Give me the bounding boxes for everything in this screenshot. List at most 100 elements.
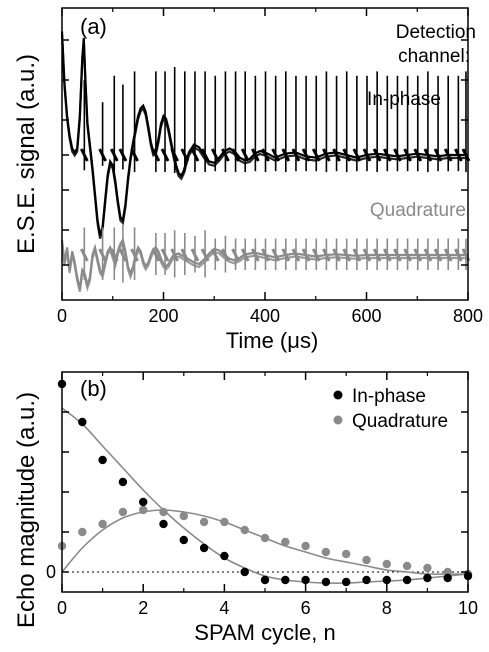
spike-ringing-quadrature <box>190 248 200 262</box>
data-point-quadrature <box>159 507 168 517</box>
detection-label: Detection <box>396 22 476 43</box>
data-point-quadrature <box>443 567 452 577</box>
spike-ringing-quadrature <box>352 248 362 262</box>
data-point-quadrature <box>321 547 331 557</box>
spike-ringing-quadrature <box>332 248 341 262</box>
spike-ringing-quadrature <box>151 248 161 262</box>
spike-ringing-quadrature <box>170 248 180 262</box>
spike-ringing-in-phase <box>454 148 463 162</box>
spike-ringing-in-phase <box>403 148 412 162</box>
spike-ringing-quadrature <box>130 248 139 262</box>
data-point-quadrature <box>402 561 412 571</box>
panel-b-y-axis-label: Echo magnitude (a.u.) <box>13 392 40 628</box>
x-tick-label: 10 <box>458 598 478 618</box>
x-tick-label: 0 <box>57 306 67 326</box>
spike-ringing-in-phase <box>322 148 331 162</box>
spike-ringing-quadrature <box>311 248 321 262</box>
data-point-in-phase <box>98 455 107 465</box>
spike-ringing-in-phase <box>210 148 220 162</box>
spike-ringing-in-phase <box>240 148 250 162</box>
spike-ringing-quadrature <box>221 248 230 262</box>
panel-a: 0 200 400 600 800 (a) Detection channel: In-… <box>13 7 483 353</box>
spike-ringing-in-phase <box>352 148 362 162</box>
spike-ringing-in-phase <box>79 148 89 162</box>
data-point-in-phase <box>260 575 270 585</box>
spike-ringing-in-phase <box>393 148 402 162</box>
x-tick-label: 600 <box>351 306 381 326</box>
spike-ringing-in-phase <box>190 148 200 162</box>
spike-ringing-quadrature <box>271 248 280 262</box>
x-tick-label: 200 <box>148 306 178 326</box>
spike-ringing-quadrature <box>200 248 210 262</box>
series-label-quadrature: Quadrature <box>370 200 466 221</box>
legend: In-phase Quadrature <box>333 386 448 432</box>
spike-ringing-in-phase <box>271 148 280 162</box>
data-point-in-phase <box>240 567 249 577</box>
spike-ringing-quadrature <box>413 248 423 262</box>
panel-b-x-axis-label: SPAM cycle, n <box>194 620 335 645</box>
x-tick-label: 8 <box>382 598 392 618</box>
spike-ringing-in-phase <box>423 148 433 162</box>
spike-ringing-quadrature <box>454 248 463 262</box>
panel-a-x-axis-label: Time (μs) <box>226 328 319 353</box>
spike-ringing-quadrature <box>291 248 301 262</box>
spike-ringing-quadrature <box>362 248 372 262</box>
spike-ringing-in-phase <box>231 148 240 162</box>
data-point-in-phase <box>342 577 351 587</box>
spike-ringing-in-phase <box>160 148 170 162</box>
x-tick-label: 800 <box>453 306 483 326</box>
spike-ringing-quadrature <box>98 248 107 262</box>
legend-marker-quadrature <box>333 415 343 425</box>
spike-ringing-in-phase <box>261 148 270 162</box>
spike-ringing-quadrature <box>118 248 128 262</box>
data-point-quadrature <box>260 533 270 543</box>
panel-b-label: (b) <box>80 376 107 401</box>
data-point-in-phase <box>179 535 188 545</box>
spike-ringing-in-phase <box>109 148 119 162</box>
spike-ringing-quadrature <box>231 248 240 262</box>
spike-ringing-quadrature <box>240 248 250 262</box>
spike-ringing-in-phase <box>151 148 161 162</box>
data-point-quadrature <box>98 519 107 529</box>
xlabel-unit: s) <box>300 328 318 353</box>
data-point-quadrature <box>342 549 351 559</box>
data-point-quadrature <box>199 517 209 527</box>
spike-ringing-quadrature <box>210 248 220 262</box>
spike-ringing-quadrature <box>180 248 190 262</box>
trace-band-in-phase <box>60 34 468 239</box>
spike-ringing-in-phase <box>130 148 139 162</box>
spike-ringing-in-phase <box>372 148 382 162</box>
spike-ringing-in-phase <box>311 148 321 162</box>
legend-label-quadrature: Quadrature <box>352 411 448 432</box>
spike-ringing-in-phase <box>342 148 352 162</box>
data-point-quadrature <box>362 555 371 565</box>
spike-ringing-in-phase <box>170 148 180 162</box>
x-tick-label: 0 <box>57 598 67 618</box>
panel-a-traces <box>60 31 471 293</box>
fit-curve-in-phase <box>61 407 469 584</box>
x-tick-label: 2 <box>138 598 148 618</box>
trace-band-quadrature <box>60 240 468 293</box>
data-points <box>57 379 473 587</box>
spike-ringing-in-phase <box>332 148 341 162</box>
data-point-quadrature <box>281 537 290 547</box>
data-point-in-phase <box>281 575 290 585</box>
data-point-quadrature <box>118 507 128 517</box>
data-point-in-phase <box>220 551 229 561</box>
data-point-quadrature <box>220 517 229 527</box>
panel-b: 0 2 4 6 8 10 (b) 0 In-phase Quadrature SPAM c… <box>13 371 478 645</box>
spike-ringing-quadrature <box>281 248 291 262</box>
x-tick-label: 400 <box>250 306 280 326</box>
xlabel-prefix: Time ( <box>226 328 288 353</box>
spike-ringing-quadrature <box>342 248 352 262</box>
spike-ringing-quadrature <box>301 248 311 262</box>
data-point-in-phase <box>118 477 128 487</box>
data-point-quadrature <box>382 559 391 569</box>
fit-curves <box>61 407 469 584</box>
data-point-quadrature <box>78 527 87 537</box>
xlabel-mu: μ <box>287 328 300 353</box>
legend-marker-in-phase <box>333 390 343 400</box>
data-point-quadrature <box>301 541 310 551</box>
panel-b-ticks: 0 2 4 6 8 10 <box>57 372 478 618</box>
